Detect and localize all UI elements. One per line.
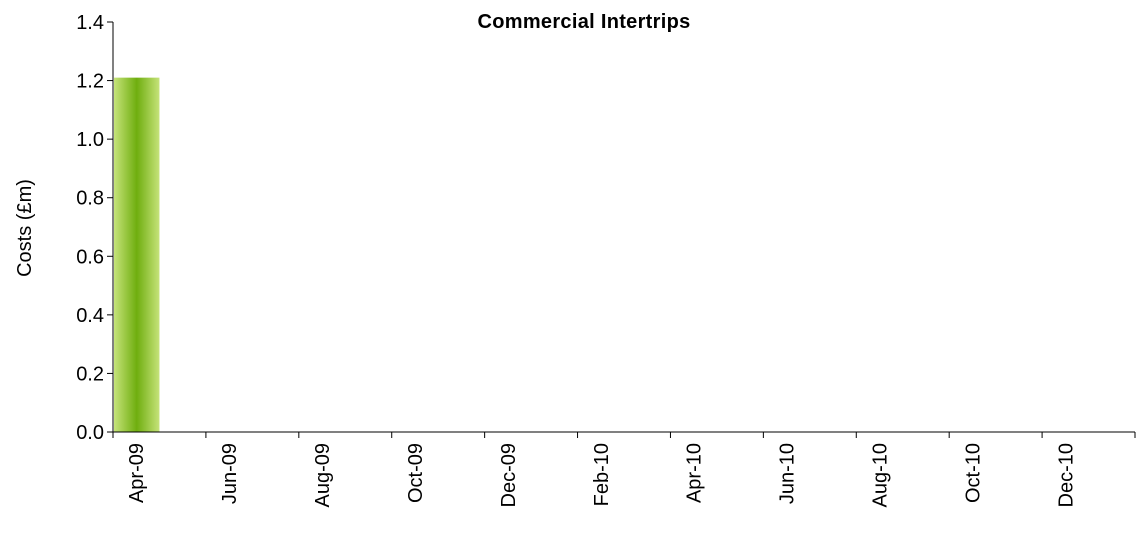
y-axis-title: Costs (£m): [14, 179, 36, 277]
x-tick-label: Dec-10: [1055, 443, 1077, 507]
y-tick-label: 1.2: [76, 71, 104, 93]
y-tick-label: 0.6: [76, 246, 104, 268]
y-tick-label: 1.4: [76, 12, 104, 34]
y-tick-label: 0.2: [76, 363, 104, 385]
x-tick-label: Aug-10: [870, 443, 892, 508]
x-tick-label: Dec-09: [498, 443, 520, 507]
x-tick-label: Oct-10: [962, 443, 984, 503]
x-tick-label: Feb-10: [591, 443, 613, 506]
x-tick-label: Apr-10: [684, 443, 706, 503]
y-tick-label: 1.0: [76, 129, 104, 151]
x-tick-label: Jun-09: [219, 443, 241, 504]
x-tick-label: Aug-09: [312, 443, 334, 508]
chart-title: Commercial Intertrips: [477, 11, 690, 33]
y-tick-label: 0.8: [76, 188, 104, 210]
x-tick-label: Oct-09: [405, 443, 427, 503]
x-tick-label: Jun-10: [777, 443, 799, 504]
y-tick-label: 0.0: [76, 422, 104, 444]
bar-Apr-09: [114, 77, 160, 433]
x-tick-label: Apr-09: [126, 443, 148, 503]
y-tick-label: 0.4: [76, 305, 104, 327]
